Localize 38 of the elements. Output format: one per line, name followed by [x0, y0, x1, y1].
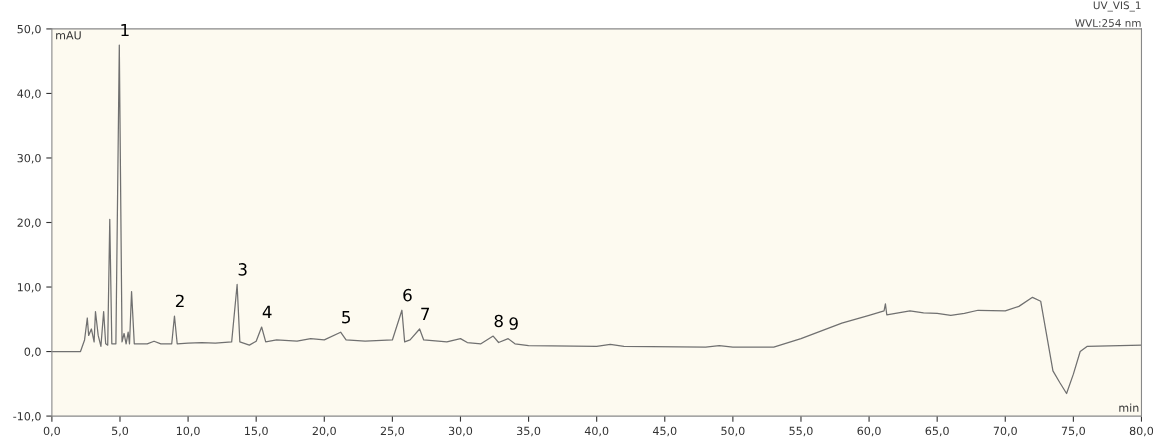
- y-tick-label: 40,0: [17, 89, 41, 99]
- x-tick-label: 10,0: [176, 426, 200, 437]
- x-tick-label: 20,0: [312, 426, 336, 437]
- x-tick-label: 0,0: [43, 426, 60, 437]
- text: WVL:254 nm: [1075, 19, 1141, 27]
- x-tick-label: 35,0: [517, 426, 541, 437]
- y-tick-label: 20,0: [17, 218, 41, 229]
- x-tick-label: 55,0: [789, 426, 813, 437]
- x-axis-title: min: [1119, 403, 1139, 412]
- x-tick-label: 25,0: [380, 426, 405, 437]
- annotation: 9: [509, 317, 518, 330]
- annotation: 4: [262, 305, 272, 319]
- annotation: 2: [175, 294, 184, 308]
- x-tick-label: 65,0: [925, 426, 949, 437]
- y-tick-label: 0,0: [24, 347, 41, 358]
- y-tick-label: 30,0: [17, 153, 41, 164]
- annotation: 8: [494, 314, 503, 328]
- x-tick-label: 75,0: [1061, 426, 1085, 437]
- x-tick-label: 50,0: [721, 426, 745, 437]
- annotation: 3: [238, 263, 247, 276]
- x-tick-label: 5,0: [112, 426, 129, 437]
- x-tick-label: 45,0: [652, 426, 677, 437]
- y-tick-label: -10,0: [13, 412, 41, 422]
- x-tick-label: 70,0: [993, 426, 1017, 437]
- line-series: [51, 44, 1142, 395]
- x-tick-label: 80,0: [1129, 426, 1153, 437]
- annotation: 5: [342, 311, 351, 324]
- annotation: 1: [121, 23, 129, 37]
- annotation: 6: [403, 288, 412, 302]
- x-tick-label: 40,0: [584, 426, 609, 437]
- y-tick-label: 10,0: [17, 283, 41, 293]
- x-tick-label: 15,0: [245, 426, 268, 437]
- y-axis-title: mAU: [56, 31, 81, 40]
- text: UV_VIS_1: [1093, 1, 1141, 12]
- annotation: 7: [421, 307, 430, 320]
- x-tick-label: 30,0: [448, 426, 473, 437]
- y-tick-label: 50,0: [17, 24, 41, 35]
- x-tick-label: 60,0: [857, 426, 881, 437]
